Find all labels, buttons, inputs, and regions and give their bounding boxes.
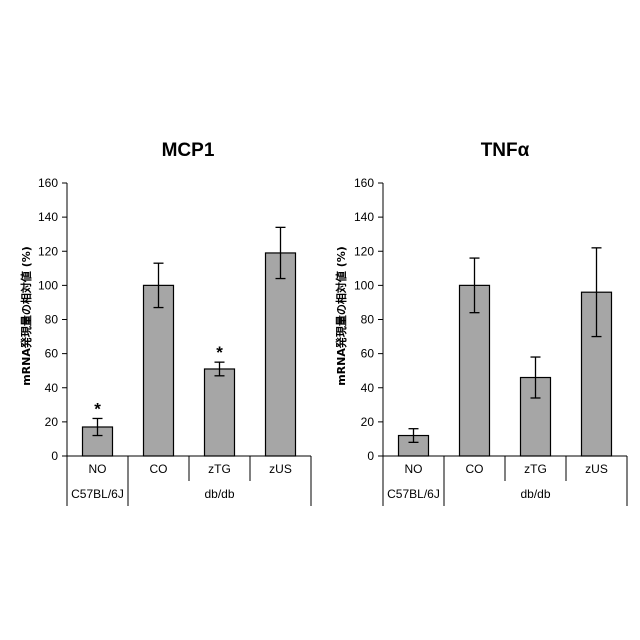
bar (144, 285, 174, 456)
y-tick-label: 100 (354, 278, 374, 292)
chart-title: MCP1 (162, 140, 215, 161)
bar (266, 253, 296, 456)
y-tick-label: 160 (38, 176, 58, 190)
y-tick-label: 80 (361, 313, 375, 327)
group-label: C57BL/6J (387, 487, 440, 501)
category-label: CO (466, 462, 484, 476)
significance-marker: * (216, 343, 223, 362)
category-label: NO (405, 462, 423, 476)
significance-marker: * (94, 399, 101, 418)
y-tick-label: 0 (51, 449, 58, 463)
y-tick-label: 60 (45, 347, 59, 361)
category-label: zTG (208, 462, 231, 476)
group-label: db/db (204, 487, 234, 501)
y-tick-label: 140 (354, 210, 374, 224)
group-label: C57BL/6J (71, 487, 124, 501)
y-tick-label: 160 (354, 176, 374, 190)
chart-title: TNFα (481, 140, 530, 161)
bar (205, 369, 235, 456)
y-tick-label: 140 (38, 210, 58, 224)
category-label: NO (89, 462, 107, 476)
y-axis-title: mRNA発現量の相対値 (%) (19, 246, 33, 386)
y-axis-title: mRNA発現量の相対値 (%) (334, 246, 348, 386)
y-tick-label: 60 (361, 347, 375, 361)
y-tick-label: 120 (38, 244, 58, 258)
y-tick-label: 120 (354, 244, 374, 258)
category-label: zUS (269, 462, 292, 476)
y-tick-label: 40 (361, 381, 375, 395)
y-tick-label: 80 (45, 313, 59, 327)
y-tick-label: 20 (361, 415, 375, 429)
y-tick-label: 20 (45, 415, 59, 429)
category-label: zTG (524, 462, 547, 476)
group-label: db/db (520, 487, 550, 501)
category-label: zUS (585, 462, 608, 476)
y-tick-label: 0 (367, 449, 374, 463)
y-tick-label: 40 (45, 381, 59, 395)
category-label: CO (150, 462, 168, 476)
y-tick-label: 100 (38, 278, 58, 292)
